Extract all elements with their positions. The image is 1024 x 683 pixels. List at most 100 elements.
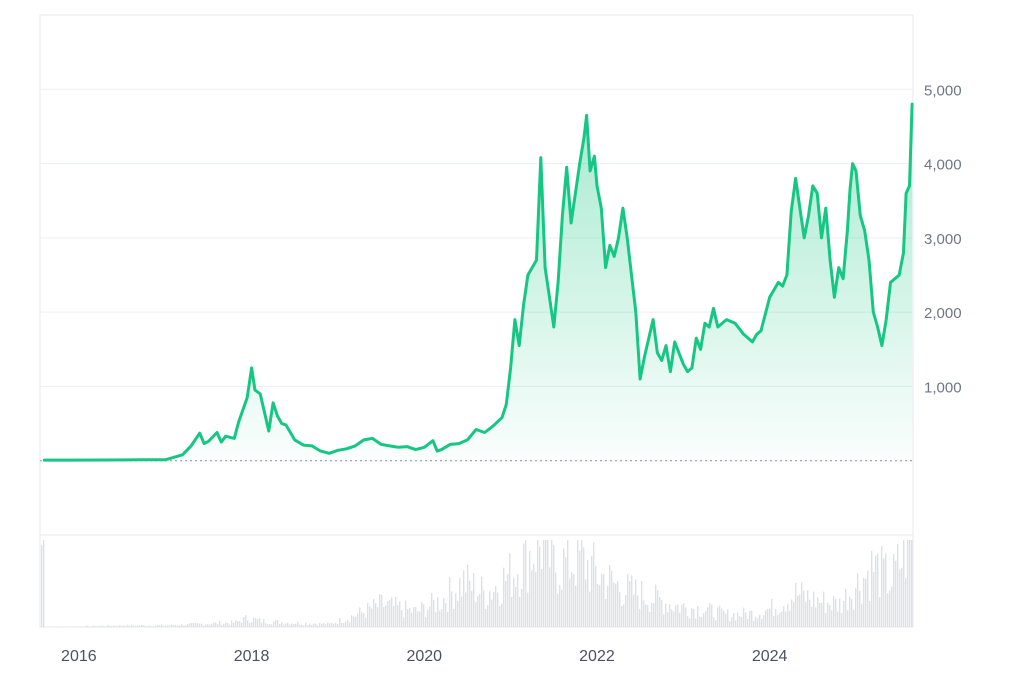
volume-bar: [479, 594, 481, 627]
volume-bar: [323, 622, 325, 627]
volume-bar: [527, 592, 529, 627]
volume-bar: [801, 582, 803, 627]
volume-bar: [119, 625, 121, 627]
volume-bar: [449, 576, 451, 627]
volume-bar: [339, 617, 341, 627]
volume-bar: [833, 596, 835, 627]
volume-bar: [691, 608, 693, 627]
volume-bar: [347, 619, 349, 627]
volume-bar: [679, 612, 681, 627]
volume-bar: [653, 603, 655, 627]
volume-bar: [415, 607, 417, 627]
volume-bar: [311, 624, 313, 627]
volume-bar: [847, 610, 849, 627]
volume-bar: [717, 607, 719, 627]
volume-bar: [141, 625, 143, 627]
volume-bar: [485, 608, 487, 627]
volume-bar: [675, 605, 677, 627]
volume-bar: [251, 621, 253, 627]
volume-bar: [579, 550, 581, 627]
volume-bar: [585, 579, 587, 627]
volume-bar: [533, 563, 535, 627]
volume-bar: [695, 618, 697, 627]
volume-bar: [755, 616, 757, 627]
volume-bar: [501, 603, 503, 627]
volume-bar: [403, 617, 405, 627]
volume-bar: [513, 577, 515, 627]
volume-bar: [657, 590, 659, 627]
volume-bar: [319, 622, 321, 627]
volume-bar: [459, 578, 461, 627]
volume-bar: [701, 617, 703, 627]
volume-bar: [607, 585, 609, 627]
volume-bar: [123, 625, 125, 627]
volume-bar: [131, 624, 133, 627]
volume-bar: [769, 608, 771, 627]
volume-bar: [757, 618, 759, 627]
volume-bar: [189, 623, 191, 627]
volume-bar: [707, 607, 709, 627]
volume-bar: [443, 597, 445, 627]
volume-bar: [271, 624, 273, 627]
volume-bar: [397, 605, 399, 627]
volume-bar: [161, 624, 163, 627]
volume-bar: [671, 609, 673, 627]
volume-bar: [197, 623, 199, 627]
volume-bar: [711, 604, 713, 627]
volume-bar: [605, 598, 607, 627]
x-tick-label: 2024: [752, 648, 788, 665]
volume-bar: [543, 540, 545, 627]
volume-bar: [861, 604, 863, 627]
y-tick-label: 4,000: [924, 157, 962, 174]
volume-bar: [223, 623, 225, 627]
volume-bar: [183, 625, 185, 627]
volume-bar: [155, 625, 157, 627]
y-tick-label: 2,000: [924, 305, 962, 322]
volume-bar: [391, 597, 393, 627]
volume-bar: [599, 584, 601, 627]
volume-bar: [629, 581, 631, 627]
volume-bar: [293, 623, 295, 627]
volume-bar: [331, 622, 333, 627]
volume-bar: [299, 624, 301, 627]
volume-bar: [169, 625, 171, 627]
volume-bar: [663, 614, 665, 627]
volume-bar: [139, 625, 141, 627]
volume-bar: [593, 542, 595, 627]
volume-bar: [879, 597, 881, 627]
volume-bar: [507, 574, 509, 627]
volume-bar: [687, 616, 689, 627]
volume-bar: [835, 598, 837, 627]
volume-bar: [457, 600, 459, 627]
volume-bar: [491, 599, 493, 627]
volume-bar: [175, 625, 177, 627]
volume-bar: [567, 540, 569, 627]
volume-bar: [477, 596, 479, 627]
volume-bar: [873, 571, 875, 627]
volume-bar: [723, 610, 725, 627]
volume-bar: [863, 577, 865, 627]
volume-bar: [581, 540, 583, 627]
volume-bar: [849, 596, 851, 627]
volume-bar: [127, 624, 129, 627]
volume-bar: [135, 625, 137, 627]
volume-bar: [749, 611, 751, 627]
volume-bar: [781, 611, 783, 627]
volume-bar: [515, 586, 517, 627]
volume-bar: [619, 592, 621, 627]
volume-bar: [281, 622, 283, 627]
volume-bar: [905, 578, 907, 627]
x-tick-label: 2022: [579, 648, 615, 665]
volume-bar: [207, 624, 209, 627]
volume-bar: [97, 626, 99, 627]
volume-bar: [427, 609, 429, 627]
volume-bar: [231, 620, 233, 627]
volume-bar: [685, 607, 687, 627]
volume-bar: [733, 613, 735, 627]
volume-bar: [739, 616, 741, 627]
volume-bar: [413, 607, 415, 627]
volume-bar: [867, 570, 869, 627]
volume-bar: [105, 626, 107, 627]
volume-bar: [205, 624, 207, 627]
volume-bar: [597, 584, 599, 627]
